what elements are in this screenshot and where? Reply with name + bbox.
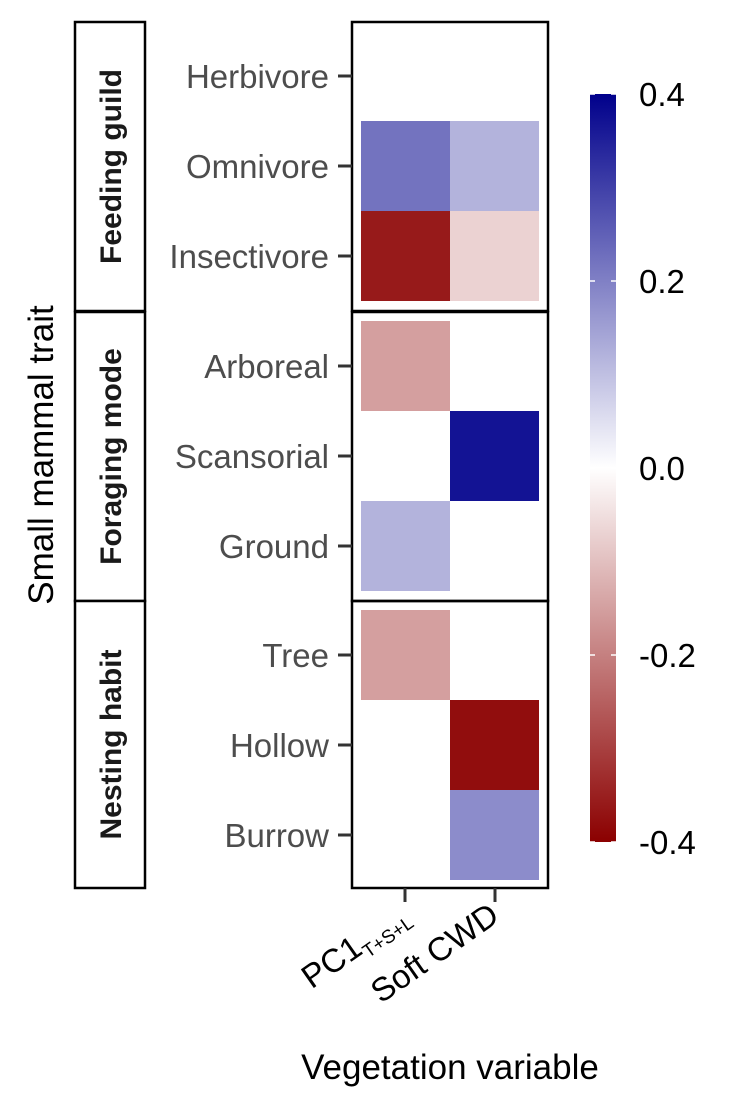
facet-strip <box>73 599 147 890</box>
x-axis-title: Vegetation variable <box>301 1048 599 1087</box>
y-axis-title: Small mammal trait <box>22 305 61 605</box>
heatmap-cell <box>450 700 539 790</box>
y-tick-label: Hollow <box>230 727 329 764</box>
heatmap-cell <box>450 121 539 211</box>
heatmap-cell <box>361 121 450 211</box>
y-tick-label: Arboreal <box>204 348 329 385</box>
legend-tick-label: 0.0 <box>639 450 685 487</box>
heatmap-cell <box>450 211 539 301</box>
facet-strip-label: Foraging mode <box>95 348 128 565</box>
heatmap-cell <box>361 211 450 301</box>
y-tick-label: Herbivore <box>186 58 329 95</box>
facet-strip-label: Feeding guild <box>95 69 128 264</box>
facet-strip-label: Nesting habit <box>95 649 128 839</box>
legend-tick-label: 0.4 <box>639 76 685 113</box>
heatmap-cell <box>450 411 539 501</box>
heatmap-cell <box>361 610 450 700</box>
heatmap-cell <box>450 790 539 880</box>
heatmap-cell <box>361 501 450 591</box>
legend-tick-label: -0.2 <box>639 637 696 674</box>
y-tick-label: Scansorial <box>175 438 329 475</box>
legend-tick-label: 0.2 <box>639 263 685 300</box>
y-tick-label: Ground <box>219 528 329 565</box>
y-tick-label: Burrow <box>224 817 329 854</box>
heatmap-cell <box>361 321 450 411</box>
y-tick-label: Omnivore <box>186 148 329 185</box>
legend-tick-label: -0.4 <box>639 824 696 861</box>
y-tick-label: Tree <box>262 637 329 674</box>
y-tick-label: Insectivore <box>169 238 329 275</box>
